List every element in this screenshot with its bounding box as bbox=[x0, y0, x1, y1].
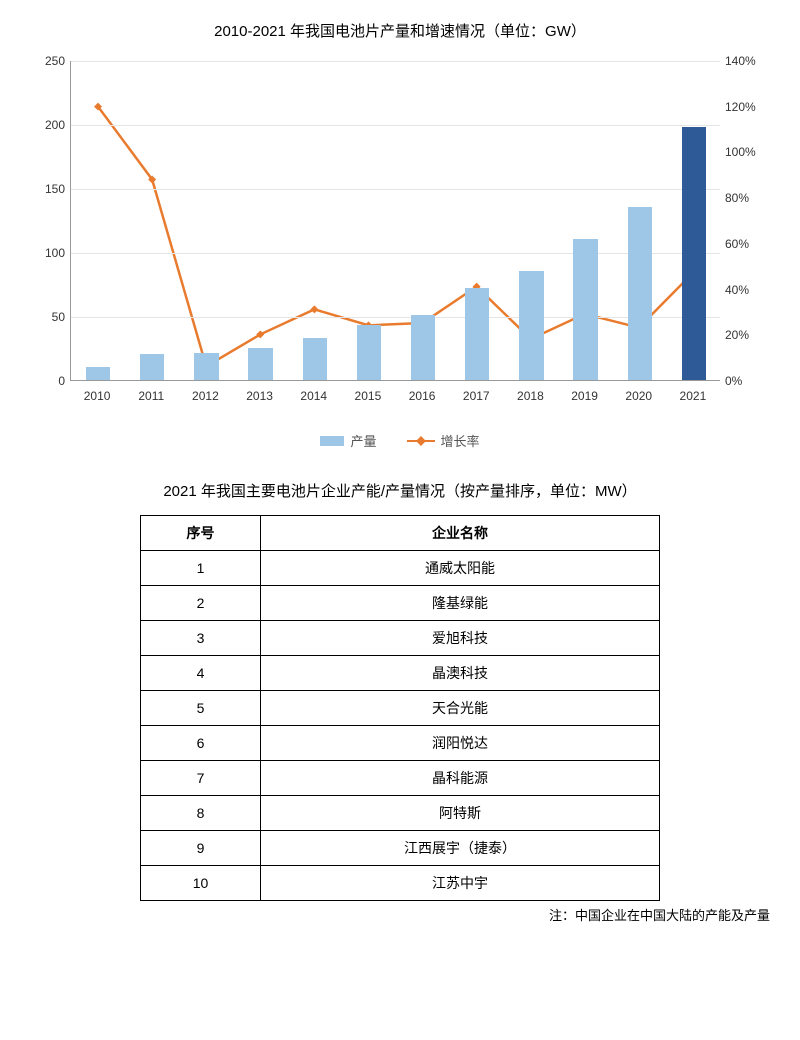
bar bbox=[411, 315, 435, 380]
line-marker bbox=[94, 103, 102, 111]
gridline bbox=[71, 189, 720, 190]
bar bbox=[303, 338, 327, 380]
table-row: 5天合光能 bbox=[141, 691, 660, 726]
bar bbox=[628, 207, 652, 380]
table-cell: 7 bbox=[141, 761, 261, 796]
y-right-tick: 40% bbox=[725, 283, 770, 297]
y-right-tick: 60% bbox=[725, 237, 770, 251]
y-left-tick: 0 bbox=[30, 374, 65, 388]
table-row: 8阿特斯 bbox=[141, 796, 660, 831]
x-tick: 2010 bbox=[84, 389, 111, 403]
y-left-tick: 150 bbox=[30, 182, 65, 196]
y-right-tick: 140% bbox=[725, 54, 770, 68]
line-series bbox=[98, 107, 693, 367]
x-tick: 2014 bbox=[300, 389, 327, 403]
x-tick: 2011 bbox=[138, 389, 164, 403]
bar bbox=[140, 354, 164, 380]
y-right-tick: 100% bbox=[725, 145, 770, 159]
bar bbox=[194, 353, 218, 380]
table-footnote: 注：中国企业在中国大陆的产能及产量 bbox=[30, 905, 770, 924]
x-tick: 2012 bbox=[192, 389, 219, 403]
line-marker bbox=[310, 305, 318, 313]
chart-plot bbox=[70, 61, 720, 381]
x-tick: 2018 bbox=[517, 389, 544, 403]
table-cell: 晶科能源 bbox=[261, 761, 660, 796]
table-cell: 6 bbox=[141, 726, 261, 761]
bar bbox=[519, 271, 543, 380]
table-cell: 阿特斯 bbox=[261, 796, 660, 831]
x-tick: 2016 bbox=[409, 389, 436, 403]
y-right-tick: 20% bbox=[725, 328, 770, 342]
x-tick: 2021 bbox=[680, 389, 707, 403]
legend-bar-swatch bbox=[320, 436, 344, 446]
line-marker bbox=[256, 330, 264, 338]
table-cell: 江西展宇（捷泰） bbox=[261, 831, 660, 866]
table-cell: 润阳悦达 bbox=[261, 726, 660, 761]
chart-area: 0501001502002500%20%40%60%80%100%120%140… bbox=[30, 61, 770, 421]
y-right-tick: 120% bbox=[725, 100, 770, 114]
table-row: 7晶科能源 bbox=[141, 761, 660, 796]
x-tick: 2019 bbox=[571, 389, 598, 403]
table-row: 10江苏中宇 bbox=[141, 866, 660, 901]
table-row: 3爱旭科技 bbox=[141, 621, 660, 656]
bar bbox=[357, 325, 381, 380]
table-cell: 爱旭科技 bbox=[261, 621, 660, 656]
table-row: 4晶澳科技 bbox=[141, 656, 660, 691]
table-cell: 4 bbox=[141, 656, 261, 691]
bar bbox=[248, 348, 272, 380]
x-tick: 2013 bbox=[246, 389, 273, 403]
table-row: 9江西展宇（捷泰） bbox=[141, 831, 660, 866]
chart-legend: 产量 增长率 bbox=[30, 431, 770, 450]
table-row: 1通威太阳能 bbox=[141, 551, 660, 586]
chart-title: 2010-2021 年我国电池片产量和增速情况（单位：GW） bbox=[30, 20, 770, 41]
y-right-tick: 80% bbox=[725, 191, 770, 205]
table-cell: 3 bbox=[141, 621, 261, 656]
table-cell: 通威太阳能 bbox=[261, 551, 660, 586]
y-left-tick: 50 bbox=[30, 310, 65, 324]
bar bbox=[573, 239, 597, 380]
table-cell: 隆基绿能 bbox=[261, 586, 660, 621]
table-cell: 9 bbox=[141, 831, 261, 866]
y-left-tick: 100 bbox=[30, 246, 65, 260]
company-table: 序号企业名称 1通威太阳能2隆基绿能3爱旭科技4晶澳科技5天合光能6润阳悦达7晶… bbox=[140, 515, 660, 901]
table-header-cell: 序号 bbox=[141, 516, 261, 551]
bar bbox=[465, 288, 489, 380]
legend-bar-label: 产量 bbox=[350, 431, 376, 450]
table-cell: 8 bbox=[141, 796, 261, 831]
table-row: 2隆基绿能 bbox=[141, 586, 660, 621]
x-tick: 2017 bbox=[463, 389, 490, 403]
table-cell: 5 bbox=[141, 691, 261, 726]
line-marker bbox=[148, 175, 156, 183]
legend-line-swatch bbox=[407, 440, 435, 442]
x-tick: 2020 bbox=[625, 389, 652, 403]
bar bbox=[682, 127, 706, 380]
table-cell: 1 bbox=[141, 551, 261, 586]
gridline bbox=[71, 61, 720, 62]
table-cell: 晶澳科技 bbox=[261, 656, 660, 691]
table-title: 2021 年我国主要电池片企业产能/产量情况（按产量排序，单位：MW） bbox=[30, 480, 770, 501]
gridline bbox=[71, 317, 720, 318]
gridline bbox=[71, 125, 720, 126]
y-left-tick: 250 bbox=[30, 54, 65, 68]
legend-line-label: 增长率 bbox=[441, 431, 480, 450]
table-cell: 2 bbox=[141, 586, 261, 621]
y-right-tick: 0% bbox=[725, 374, 770, 388]
table-cell: 天合光能 bbox=[261, 691, 660, 726]
y-left-tick: 200 bbox=[30, 118, 65, 132]
gridline bbox=[71, 253, 720, 254]
table-header-cell: 企业名称 bbox=[261, 516, 660, 551]
bar bbox=[86, 367, 110, 380]
table-row: 6润阳悦达 bbox=[141, 726, 660, 761]
legend-line-item: 增长率 bbox=[407, 431, 480, 450]
x-tick: 2015 bbox=[355, 389, 382, 403]
table-cell: 10 bbox=[141, 866, 261, 901]
table-cell: 江苏中宇 bbox=[261, 866, 660, 901]
legend-bar-item: 产量 bbox=[320, 431, 376, 450]
